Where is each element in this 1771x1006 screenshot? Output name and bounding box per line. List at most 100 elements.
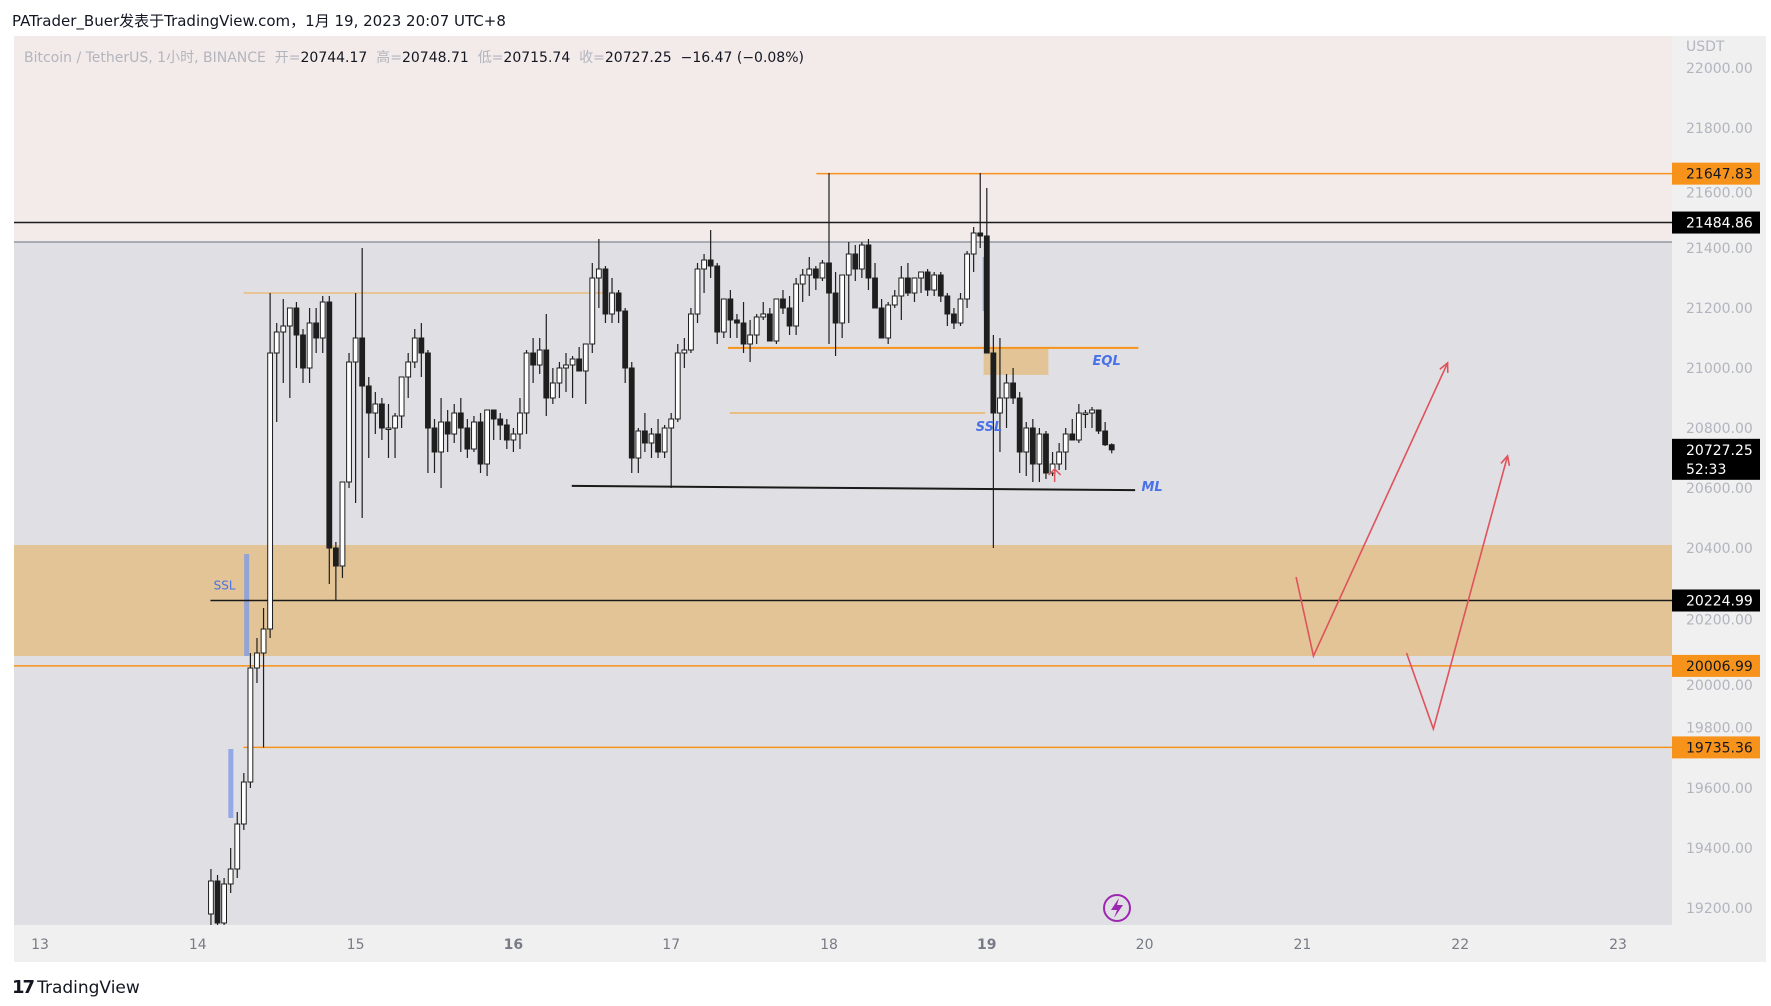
annotation-ssl[interactable]: SSL — [976, 420, 1003, 435]
candle-body — [208, 880, 214, 915]
projection-path-0[interactable] — [1295, 362, 1449, 659]
candle — [595, 239, 602, 308]
candle-body — [609, 292, 615, 315]
candle-body — [556, 367, 563, 384]
price-badge[interactable] — [1672, 736, 1760, 759]
candle-body — [569, 358, 576, 366]
price-tick: 20600.00 — [1686, 481, 1753, 497]
candle-body — [707, 259, 714, 267]
candle-body — [379, 403, 385, 429]
candle — [589, 263, 596, 353]
candle — [812, 266, 819, 290]
candle-body — [931, 274, 938, 291]
tradingview-logo-text: TradingView — [37, 977, 140, 998]
candle — [576, 347, 583, 372]
last-price-badge[interactable] — [1672, 438, 1760, 480]
candle-body — [602, 268, 609, 315]
price-badge[interactable] — [1672, 589, 1760, 612]
candle — [346, 353, 352, 488]
high-value: 20748.71 — [401, 50, 469, 66]
ml-trendline[interactable] — [571, 484, 1136, 492]
candle — [484, 409, 491, 476]
time-tick: 16 — [504, 937, 523, 953]
candle — [497, 413, 504, 440]
price-badge[interactable] — [1672, 162, 1760, 185]
candle — [964, 251, 970, 308]
candle — [208, 869, 214, 925]
candle — [688, 308, 694, 353]
candle — [674, 344, 681, 422]
candle — [615, 290, 622, 323]
candle-body — [924, 271, 931, 291]
candle-body — [1029, 427, 1036, 465]
candle — [734, 314, 740, 338]
plot-area[interactable]: SSL SSL EQL ML — [14, 36, 1672, 938]
candle — [556, 362, 563, 398]
projection-path-1[interactable] — [1405, 455, 1509, 732]
candle-body — [1016, 397, 1023, 453]
candle-body — [819, 262, 826, 279]
symbol-name[interactable]: Bitcoin / TetherUS, 1小时, BINANCE — [24, 50, 266, 66]
candle-body — [293, 307, 300, 336]
candle-body — [918, 271, 924, 279]
price-tick: 20000.00 — [1686, 678, 1753, 694]
annotation-eql[interactable]: EQL — [1093, 354, 1121, 369]
candle-body — [214, 880, 221, 924]
candle — [740, 302, 747, 353]
time-axis[interactable]: 13 14 15 16 17 18 19 20 21 22 23 — [31, 937, 1627, 953]
candle — [293, 302, 300, 368]
candle-body — [674, 352, 681, 420]
candle-body — [273, 331, 280, 354]
lightning-icon[interactable] — [1103, 894, 1131, 922]
candle — [832, 272, 839, 356]
candle — [431, 419, 438, 473]
high-label: 高= — [376, 50, 402, 66]
tradingview-logo[interactable]: 𝟭𝟳 TradingView — [12, 977, 140, 998]
price-tick: 19200.00 — [1686, 901, 1753, 917]
price-badge[interactable] — [1672, 654, 1760, 677]
candle-body — [300, 334, 306, 369]
candle — [885, 302, 892, 344]
candle-body — [937, 274, 944, 297]
candle-body — [418, 337, 425, 354]
candle-body — [990, 352, 997, 414]
candle-body — [1010, 382, 1017, 399]
candle-body — [457, 412, 464, 429]
candle-body — [734, 319, 740, 324]
price-badge-label: 20224.99 — [1686, 594, 1753, 610]
candle-body — [885, 304, 892, 339]
candle — [247, 653, 254, 788]
candle — [286, 307, 293, 398]
candle — [1102, 422, 1109, 446]
candle-body — [484, 409, 491, 465]
candle — [359, 248, 366, 518]
low-label: 低= — [477, 50, 504, 66]
annotation-ml[interactable]: ML — [1141, 480, 1162, 495]
candle — [240, 773, 247, 830]
candle-body — [628, 367, 635, 459]
time-axis-bg[interactable] — [14, 925, 1672, 962]
price-tick: 21200.00 — [1686, 301, 1753, 317]
candle-body — [1069, 433, 1076, 441]
candle-body — [346, 361, 352, 483]
candle — [444, 410, 451, 452]
price-tick: 20200.00 — [1686, 613, 1753, 629]
candle — [609, 278, 615, 323]
price-tick: 21800.00 — [1686, 121, 1753, 137]
candle-body — [523, 352, 530, 414]
candle — [839, 274, 846, 338]
price-axis[interactable]: 22000.00 21800.00 21600.00 21400.00 21200.00… — [1672, 61, 1760, 917]
change-value: −16.47 (−0.08%) — [680, 50, 804, 66]
candle-body — [536, 349, 543, 366]
price-axis-bg[interactable] — [1672, 36, 1766, 962]
candle — [398, 376, 405, 428]
annotation-ssl[interactable]: SSL — [214, 578, 236, 592]
candle — [990, 335, 997, 548]
candle — [425, 350, 431, 473]
candle — [372, 392, 379, 434]
candle-body — [510, 433, 517, 441]
candle-body — [806, 268, 813, 276]
price-badge[interactable] — [1672, 211, 1760, 234]
candle — [339, 481, 346, 578]
